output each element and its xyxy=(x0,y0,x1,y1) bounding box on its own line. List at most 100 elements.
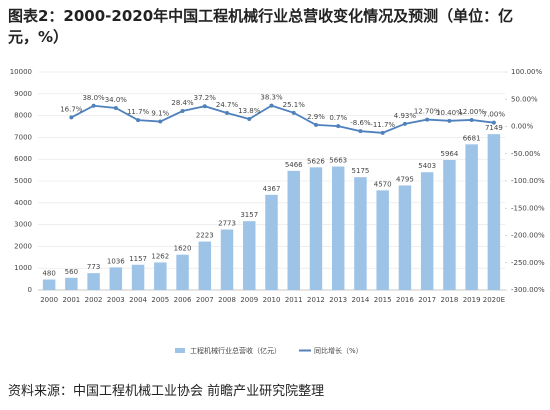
line-label: 0.7% xyxy=(329,114,347,122)
y2-tick-label: 0.00% xyxy=(511,123,534,131)
bar-label: 4570 xyxy=(374,180,392,188)
bar xyxy=(220,229,234,290)
bar xyxy=(309,167,323,290)
bar xyxy=(287,170,300,290)
x-tick-label: 2012 xyxy=(307,296,325,304)
x-tick-label: 2020E xyxy=(483,296,505,304)
line-label: 34.0% xyxy=(105,96,128,104)
y-tick-label: 6000 xyxy=(14,155,32,163)
y-tick-label: 2000 xyxy=(14,242,32,250)
bar xyxy=(265,194,278,290)
y-tick-label: 5000 xyxy=(14,177,32,185)
line-label: 37.2% xyxy=(194,94,217,102)
y2-tick-label: 50.00% xyxy=(511,95,538,103)
line-point xyxy=(491,120,496,125)
bar xyxy=(331,166,345,290)
bar xyxy=(420,172,434,290)
line-label: 16.7% xyxy=(60,105,83,113)
y2-tick-label: -300.00% xyxy=(511,286,545,294)
x-tick-label: 2010 xyxy=(263,296,281,304)
y-tick-label: 9000 xyxy=(14,90,32,98)
line-point xyxy=(425,117,430,122)
y-tick-label: 3000 xyxy=(14,221,32,229)
chart-title: 图表2：2000-2020年中国工程机械行业总营收变化情况及预测（单位：亿元，%… xyxy=(8,7,514,46)
legend-label: 同比增长（%） xyxy=(314,346,363,355)
bar xyxy=(87,273,100,290)
legend-swatch xyxy=(175,348,185,353)
line-point xyxy=(313,122,318,127)
line-label: 7.00% xyxy=(483,111,506,119)
line-point xyxy=(225,111,230,116)
bar-label: 4367 xyxy=(263,185,281,193)
x-tick-label: 2005 xyxy=(151,296,169,304)
bar xyxy=(465,144,478,290)
chart: 0 1000 2000 3000 4000 5000 6000 7000 8000 9000 100… xyxy=(10,68,545,355)
bar xyxy=(42,279,56,290)
line-point xyxy=(113,105,118,110)
x-tick-label: 2000 xyxy=(40,296,58,304)
bar xyxy=(354,177,367,290)
bar-label: 3157 xyxy=(240,211,258,219)
line-point xyxy=(269,103,274,108)
x-tick-label: 2017 xyxy=(418,296,436,304)
x-tick-label: 2016 xyxy=(396,296,414,304)
y-tick-label: 10000 xyxy=(10,68,32,76)
line-point xyxy=(180,109,185,114)
bar-label: 2223 xyxy=(196,232,214,240)
bar-label: 7149 xyxy=(485,124,503,132)
bar xyxy=(243,221,256,290)
x-tick-label: 2014 xyxy=(352,296,370,304)
source: 资料来源：中国工程机械工业协会 前瞻产业研究院整理 xyxy=(8,384,325,399)
bar-label: 1620 xyxy=(174,245,192,253)
y-tick-label: 4000 xyxy=(14,199,32,207)
bar-label: 6681 xyxy=(463,134,481,142)
line-label: 12.00% xyxy=(458,108,485,116)
x-tick-label: 2002 xyxy=(85,296,103,304)
bar-label: 1262 xyxy=(151,252,169,260)
x-tick-label: 2001 xyxy=(62,296,80,304)
y2-tick-label: -100.00% xyxy=(511,177,545,185)
x-tick-label: 2018 xyxy=(440,296,458,304)
bar-label: 5175 xyxy=(352,167,370,175)
y-tick-label: 7000 xyxy=(14,133,32,141)
line-label: 13.8% xyxy=(238,107,261,115)
x-tick-label: 2019 xyxy=(463,296,481,304)
line-point xyxy=(291,110,296,115)
y-tick-label: 0 xyxy=(28,286,32,294)
y2-tick-label: -150.00% xyxy=(511,204,545,212)
y2-tick-label: -250.00% xyxy=(511,259,545,267)
bar xyxy=(487,134,501,290)
line-label: 38.3% xyxy=(260,94,283,102)
bar-label: 1036 xyxy=(107,257,125,265)
bar-label: 4795 xyxy=(396,175,414,183)
bar-label: 2773 xyxy=(218,220,236,228)
line-point xyxy=(358,129,363,134)
line-label: 9.1% xyxy=(151,110,169,118)
line-label: 11.7% xyxy=(127,108,150,116)
bar-label: 5626 xyxy=(307,157,325,165)
line-label: 2.9% xyxy=(307,113,325,121)
bar xyxy=(443,159,456,290)
y2-tick-label: -50.00% xyxy=(511,150,541,158)
line-label: -8.6% xyxy=(350,119,371,127)
x-tick-label: 2004 xyxy=(129,296,147,304)
line-point xyxy=(247,116,252,121)
line-point xyxy=(91,103,96,108)
x-tick-label: 2013 xyxy=(329,296,347,304)
line-point xyxy=(380,130,385,135)
bar-label: 5466 xyxy=(285,161,303,169)
line-label: -11.7% xyxy=(370,121,395,129)
line-point xyxy=(402,121,407,126)
bar xyxy=(398,185,412,290)
bar xyxy=(109,267,123,290)
line-point xyxy=(447,118,452,123)
x-tick-label: 2007 xyxy=(196,296,214,304)
line-label: 12.70% xyxy=(414,108,441,116)
line-label: 38.0% xyxy=(82,94,105,102)
x-tick-label: 2008 xyxy=(218,296,236,304)
bar-label: 1157 xyxy=(129,255,147,263)
bar-label: 773 xyxy=(87,263,100,271)
line-label: 4.93% xyxy=(394,112,417,120)
x-tick-label: 2009 xyxy=(240,296,258,304)
line-label: 28.4% xyxy=(171,99,194,107)
